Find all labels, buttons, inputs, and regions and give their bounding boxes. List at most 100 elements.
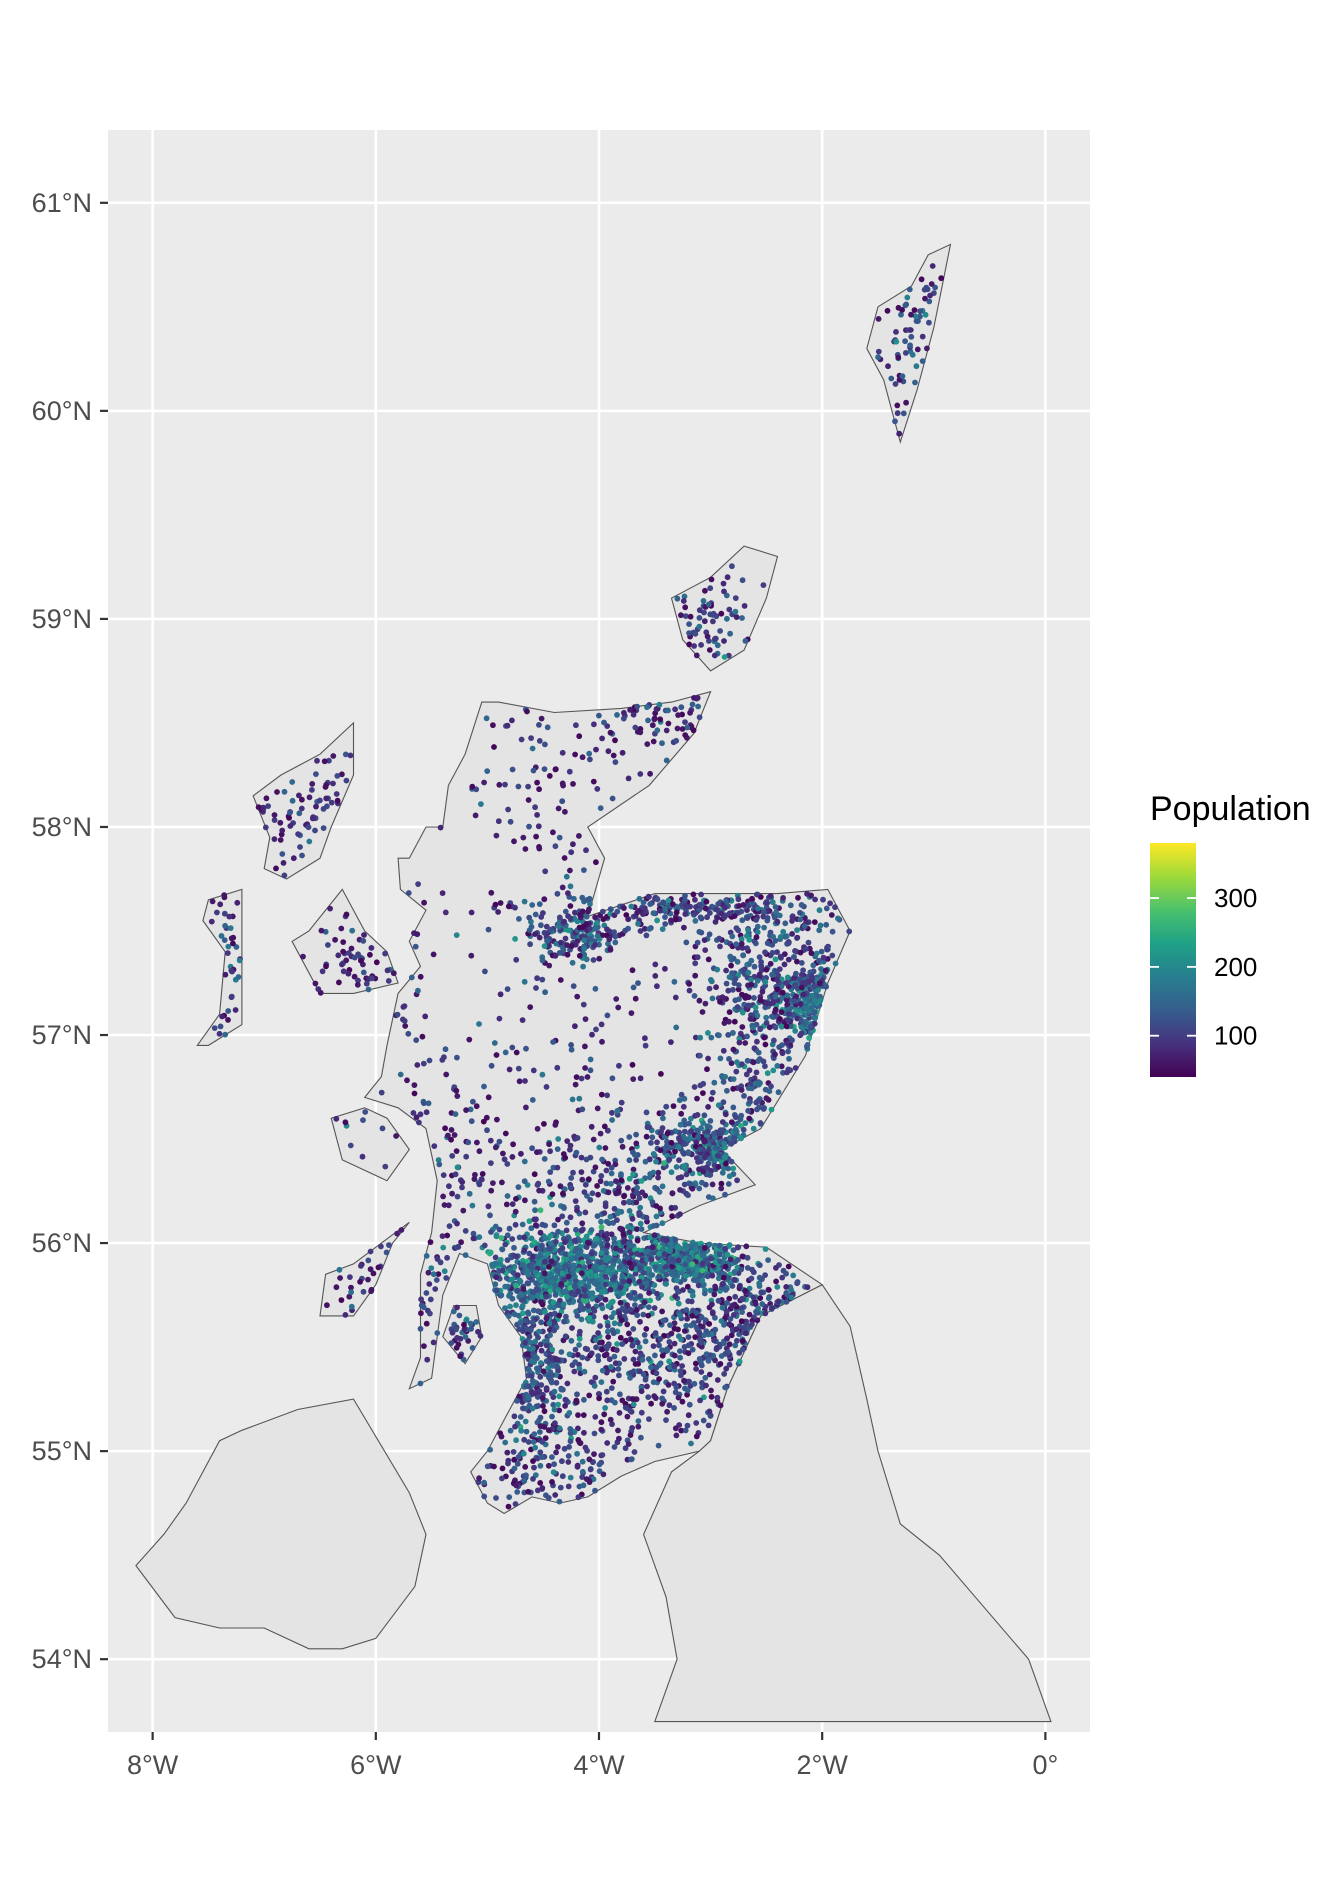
population-point xyxy=(678,1427,685,1434)
population-point xyxy=(211,1025,218,1031)
population-point xyxy=(525,1488,532,1495)
population-point xyxy=(628,1234,634,1240)
population-point xyxy=(271,812,278,818)
population-point xyxy=(505,1313,512,1319)
population-point xyxy=(628,1456,634,1463)
population-point xyxy=(593,859,599,866)
population-point xyxy=(741,1324,748,1331)
population-point xyxy=(734,958,741,965)
population-point xyxy=(582,1065,588,1071)
population-point xyxy=(299,852,305,859)
population-point xyxy=(603,1388,610,1395)
population-point xyxy=(586,750,593,757)
population-point xyxy=(732,608,739,615)
population-point xyxy=(333,1284,340,1291)
population-point xyxy=(628,903,635,910)
population-point xyxy=(644,1256,650,1263)
population-point xyxy=(336,1266,343,1273)
population-point xyxy=(752,1080,759,1087)
population-point xyxy=(808,973,815,980)
population-point xyxy=(519,1221,526,1228)
population-point xyxy=(445,1132,451,1139)
population-point xyxy=(722,1287,729,1293)
population-point xyxy=(696,928,703,935)
population-point xyxy=(633,1306,640,1313)
population-point xyxy=(502,1439,509,1446)
population-point xyxy=(636,907,642,914)
population-point xyxy=(609,1421,615,1428)
population-point xyxy=(625,1224,631,1230)
population-point xyxy=(456,1312,463,1319)
population-point xyxy=(687,613,694,620)
population-point xyxy=(563,1219,570,1226)
population-point xyxy=(643,1214,650,1221)
population-point xyxy=(776,1044,783,1050)
population-point xyxy=(520,1405,526,1412)
population-point xyxy=(630,1401,637,1408)
population-point xyxy=(724,574,731,581)
population-point xyxy=(742,1287,749,1294)
population-point xyxy=(605,1323,611,1329)
population-point xyxy=(754,1038,760,1045)
population-point xyxy=(692,960,699,967)
population-point xyxy=(893,329,899,335)
population-point xyxy=(757,1080,763,1086)
population-point xyxy=(476,1181,483,1188)
population-point xyxy=(296,810,303,817)
population-point xyxy=(543,1293,550,1300)
population-point xyxy=(640,1311,647,1318)
population-point xyxy=(673,737,680,744)
population-point xyxy=(768,1083,774,1090)
population-point xyxy=(553,1449,559,1456)
population-point xyxy=(449,1153,456,1159)
population-point xyxy=(898,311,904,318)
population-point xyxy=(748,981,755,988)
population-point xyxy=(719,1281,726,1288)
population-point xyxy=(516,1234,523,1241)
population-point xyxy=(216,1030,223,1037)
y-tick-label: 61°N xyxy=(32,188,92,218)
population-point xyxy=(546,962,553,969)
population-point xyxy=(271,817,278,823)
population-point xyxy=(705,1358,712,1364)
population-point xyxy=(630,1326,637,1332)
population-point xyxy=(621,1356,628,1362)
population-point xyxy=(679,1363,685,1369)
population-point xyxy=(497,991,504,998)
population-point xyxy=(561,855,568,861)
population-point xyxy=(504,1193,511,1199)
population-point xyxy=(578,1227,585,1234)
population-point xyxy=(709,1089,716,1096)
population-point xyxy=(569,1262,576,1269)
population-point xyxy=(629,967,636,974)
population-point xyxy=(742,1120,749,1127)
population-point xyxy=(567,915,574,922)
population-point xyxy=(522,1418,529,1425)
population-point xyxy=(593,1272,599,1279)
population-point xyxy=(701,1290,708,1297)
population-point xyxy=(547,1148,553,1155)
population-point xyxy=(927,292,933,299)
population-point xyxy=(716,1251,723,1258)
population-point xyxy=(689,1185,696,1192)
population-point xyxy=(829,952,836,959)
population-point xyxy=(718,1180,725,1187)
population-point xyxy=(694,695,701,701)
population-point xyxy=(730,1247,737,1253)
population-point xyxy=(644,741,651,747)
population-point xyxy=(782,920,789,927)
population-point xyxy=(791,954,797,960)
population-point xyxy=(450,1308,457,1315)
population-point xyxy=(658,1128,664,1135)
population-point xyxy=(594,786,601,792)
population-point xyxy=(929,263,936,269)
population-point xyxy=(693,1420,700,1426)
population-point xyxy=(603,1218,610,1225)
population-point xyxy=(639,1189,646,1196)
population-point xyxy=(760,1106,767,1112)
population-point xyxy=(592,1374,599,1381)
population-point xyxy=(696,714,703,721)
population-point xyxy=(332,936,338,943)
population-point xyxy=(712,1357,718,1364)
population-point xyxy=(537,1480,544,1486)
